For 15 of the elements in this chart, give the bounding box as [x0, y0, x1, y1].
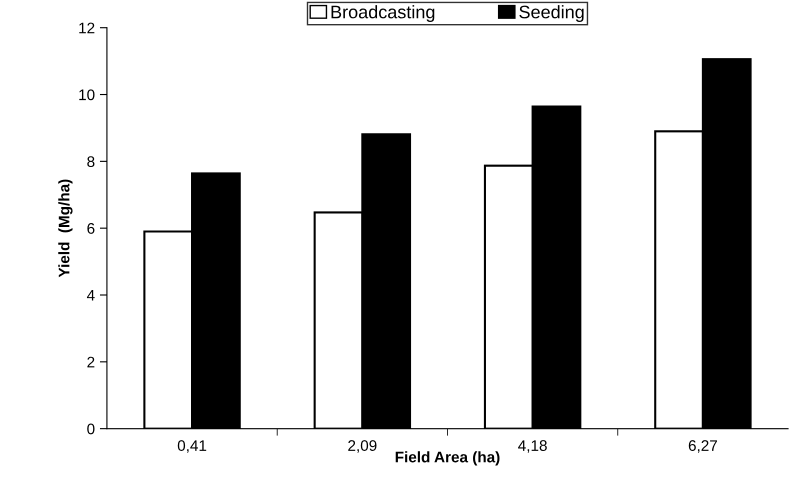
- legend-label: Broadcasting: [332, 5, 434, 22]
- y-tick-label: 2: [87, 356, 94, 368]
- y-tick-label: 6: [87, 223, 94, 234]
- x-tick-label: 6,27: [688, 440, 717, 453]
- x-tick-label: 2,09: [348, 440, 376, 453]
- y-tick-label: 12: [79, 22, 94, 34]
- y-tick-label: 8: [87, 156, 94, 168]
- legend-label: Seeding: [519, 5, 584, 22]
- y-axis-title: Yield (Mg/ha): [58, 180, 73, 278]
- y-tick-label: 0: [87, 424, 95, 434]
- x-axis-title: Field Area (ha): [396, 451, 500, 466]
- x-tick-label: 0,41: [178, 440, 206, 453]
- y-tick-label: 10: [79, 89, 95, 100]
- x-tick-label: 4,18: [518, 440, 547, 453]
- y-tick-label: 4: [86, 290, 95, 301]
